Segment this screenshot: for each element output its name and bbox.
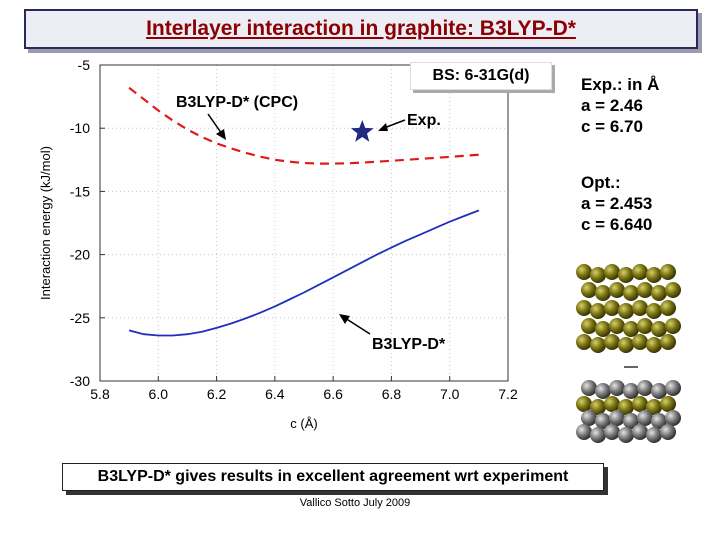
- experimental-parameters: Exp.: in Å a = 2.46 c = 6.70: [581, 74, 659, 137]
- y-tick-label: -25: [70, 310, 90, 326]
- basis-set-label: BS: 6-31G(d): [410, 62, 552, 90]
- optimized-parameters: Opt.: a = 2.453 c = 6.640: [581, 172, 652, 235]
- slide-title: Interlayer interaction in graphite: B3LY…: [146, 17, 576, 40]
- experimental-point-star: [350, 120, 374, 142]
- y-axis-label: Interaction energy (kJ/mol): [38, 146, 53, 300]
- annotation-exp-arrowhead: [378, 123, 388, 131]
- opt-c-value: c = 6.640: [581, 215, 653, 234]
- annotation-cpc-arrow: [207, 113, 223, 135]
- annotation-cpc-arrowhead: [216, 129, 226, 140]
- y-tick-label: -15: [70, 183, 90, 199]
- footer-text: Vallico Sotto July 2009: [299, 497, 411, 509]
- annotation-exp-arrow: [383, 119, 406, 129]
- exp-heading: Exp.: in Å: [581, 75, 660, 94]
- exp-a-value: a = 2.46: [581, 96, 643, 115]
- conclusion-text: B3LYP-D* gives results in excellent agre…: [97, 468, 569, 485]
- x-tick-label: 6.4: [265, 386, 285, 402]
- annotation-b3lyp-arrowhead: [339, 314, 350, 324]
- y-tick-label: -20: [70, 247, 90, 263]
- x-tick-label: 6.8: [382, 386, 402, 402]
- opt-heading: Opt.:: [581, 173, 621, 192]
- plot-frame: [99, 64, 509, 382]
- exp-c-value: c = 6.70: [581, 117, 643, 136]
- x-tick-label: 6.0: [149, 386, 169, 402]
- x-tick-label: 5.8: [90, 386, 110, 402]
- x-tick-label: 6.2: [207, 386, 227, 402]
- annotation-cpc-label: B3LYP-D* (CPC): [176, 94, 298, 111]
- conclusion-box: B3LYP-D* gives results in excellent agre…: [62, 463, 604, 491]
- x-tick-label: 6.6: [323, 386, 343, 402]
- y-tick-label: -30: [70, 373, 90, 389]
- y-tick-label: -10: [70, 120, 90, 136]
- title-box: Interlayer interaction in graphite: B3LY…: [24, 9, 698, 49]
- x-axis-label: c (Å): [290, 416, 317, 431]
- x-tick-label: 7.2: [498, 386, 518, 402]
- opt-a-value: a = 2.453: [581, 194, 653, 213]
- series-line-solid: [128, 209, 480, 337]
- annotation-b3lyp-label: B3LYP-D*: [372, 336, 446, 353]
- footer: Vallico Sotto July 2009: [0, 497, 720, 509]
- y-tick-label: -5: [78, 57, 91, 73]
- annotation-exp-label: Exp.: [407, 112, 441, 129]
- x-tick-label: 7.0: [440, 386, 460, 402]
- annotation-b3lyp-arrow: [344, 317, 371, 335]
